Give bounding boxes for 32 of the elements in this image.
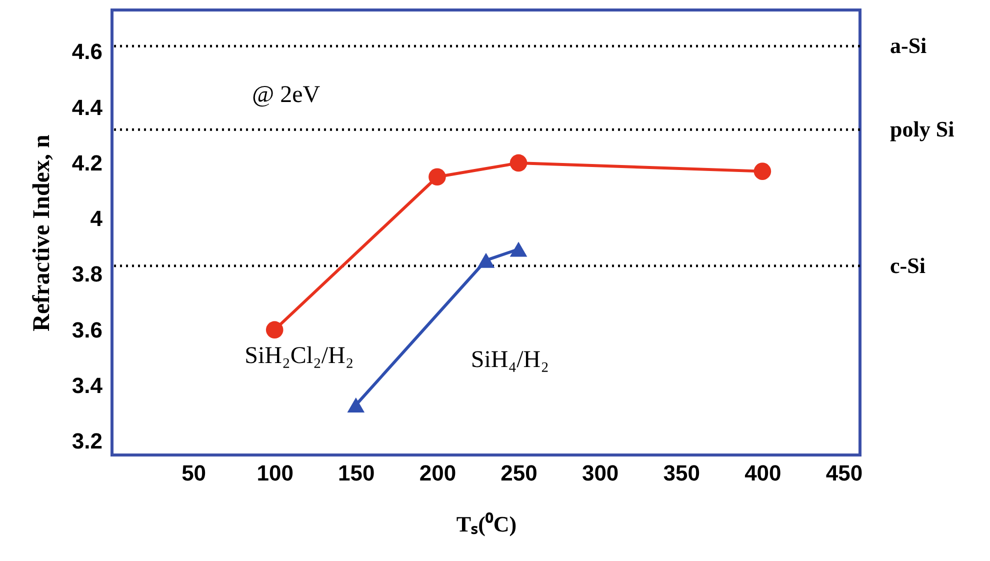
point bbox=[477, 252, 495, 268]
point bbox=[428, 168, 446, 186]
y-tick-label: 3.2 bbox=[72, 428, 102, 454]
y-tick-label: 3.6 bbox=[72, 317, 102, 342]
y-tick-label: 4.4 bbox=[72, 94, 104, 120]
series-label: SiH₂Cl₂/H₂ bbox=[244, 342, 354, 369]
x-tick-label: 150 bbox=[338, 460, 375, 486]
y-tick-label: 3.4 bbox=[72, 372, 104, 398]
y-tick-label: 4.6 bbox=[72, 39, 102, 64]
point bbox=[754, 162, 772, 180]
y-axis-title: Refractive Index, n bbox=[28, 134, 55, 332]
x-tick-label: 250 bbox=[500, 460, 538, 486]
point bbox=[510, 154, 528, 172]
x-tick-label: 300 bbox=[582, 460, 619, 486]
point bbox=[266, 321, 284, 338]
x-tick-label: 200 bbox=[419, 460, 456, 486]
ref-line-label: a-Si bbox=[890, 33, 927, 58]
series-label: SiH₄/H₂ bbox=[470, 346, 550, 373]
x-tick-label: 350 bbox=[663, 460, 700, 486]
x-tick-label: 50 bbox=[182, 460, 206, 486]
x-tick-label: 400 bbox=[744, 460, 782, 486]
x-tick-label: 100 bbox=[256, 460, 294, 486]
ref-line-label: c-Si bbox=[890, 252, 926, 278]
y-tick-label: 4.2 bbox=[72, 150, 102, 176]
x-tick-label: 450 bbox=[826, 460, 863, 486]
point bbox=[510, 242, 528, 257]
point bbox=[347, 397, 365, 412]
annotation: @ 2eV bbox=[252, 82, 321, 108]
y-tick-label: 4 bbox=[90, 206, 104, 232]
y-tick-label: 3.8 bbox=[72, 262, 102, 287]
x-axis-title: Tₛ(⁰C) bbox=[456, 512, 517, 536]
ref-line-label: poly Si bbox=[890, 116, 954, 142]
